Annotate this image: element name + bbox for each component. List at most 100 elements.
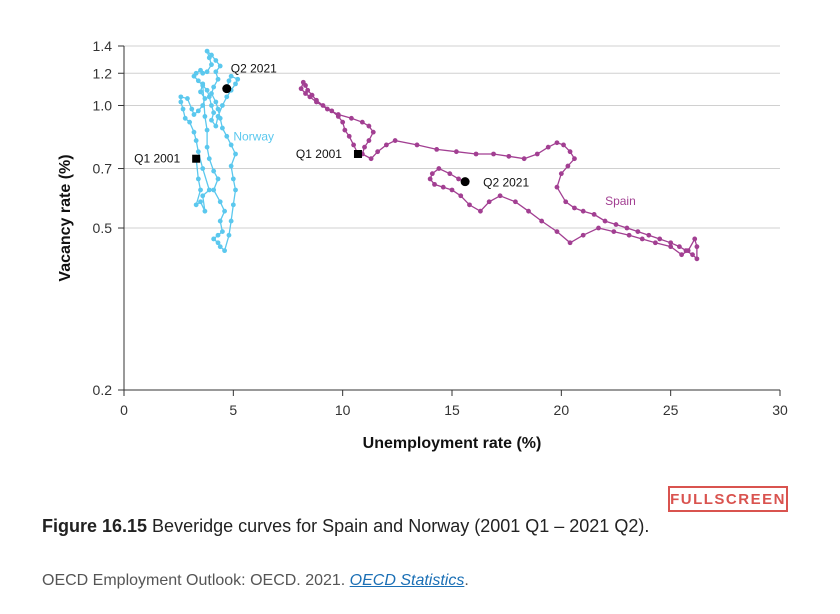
spain-data-point xyxy=(440,184,446,190)
spain-data-point xyxy=(692,236,698,242)
spain-data-point xyxy=(453,149,459,155)
spain-data-point xyxy=(545,144,551,150)
x-tick-label: 20 xyxy=(554,402,570,418)
x-tick-label: 25 xyxy=(663,402,679,418)
norway-data-point xyxy=(211,187,217,193)
norway-data-point xyxy=(198,89,203,95)
x-tick-label: 0 xyxy=(120,402,128,418)
norway-data-point xyxy=(217,199,223,205)
spain-data-point xyxy=(668,240,674,246)
norway-data-point xyxy=(206,94,212,100)
norway-data-point xyxy=(215,114,221,119)
figure-source: OECD Employment Outlook: OECD. 2021. OEC… xyxy=(42,572,469,590)
annotation-layer: Q1 2001 Q1 2001 Q2 2021 Q2 2021 Norway Spain xyxy=(134,62,636,208)
spain-data-point xyxy=(694,244,700,250)
spain-data-point xyxy=(375,149,381,155)
norway-data-point xyxy=(206,55,212,61)
norway-data-point xyxy=(204,87,210,93)
norway-data-point xyxy=(204,127,210,133)
norway-data-point xyxy=(233,151,238,157)
spain-data-point xyxy=(646,232,652,238)
spain-data-point xyxy=(349,115,354,121)
norway-data-point xyxy=(217,244,223,250)
norway-data-point xyxy=(206,156,212,162)
spain-data-point xyxy=(497,193,503,199)
norway-data-point xyxy=(191,129,197,135)
norway-data-point xyxy=(209,103,214,108)
norway-data-point xyxy=(235,76,241,82)
norway-data-point xyxy=(224,94,230,100)
spain-data-point xyxy=(580,232,586,238)
norway-data-point xyxy=(220,229,225,234)
spain-data-point xyxy=(491,151,496,157)
source-suffix: . xyxy=(464,572,469,589)
norway-data-point xyxy=(233,187,238,193)
norway-data-point xyxy=(220,125,225,131)
norway-data-point xyxy=(217,218,223,224)
figure-label: Figure 16.15 xyxy=(42,516,148,536)
spain-data-point xyxy=(624,225,630,231)
spain-data-point xyxy=(362,144,367,150)
norway-data-point xyxy=(209,62,214,68)
spain-data-point xyxy=(366,138,372,143)
norway-data-point xyxy=(202,96,208,101)
norway-data-point xyxy=(185,96,190,101)
spain-data-point xyxy=(694,256,700,262)
norway-data-point xyxy=(224,133,230,139)
norway-data-point xyxy=(233,81,238,87)
norway-data-point xyxy=(213,58,219,63)
norway-data-point xyxy=(209,117,214,123)
spain-data-point xyxy=(368,156,374,162)
spain-data-point xyxy=(613,222,619,227)
spain-data-point xyxy=(591,212,597,217)
spain-data-point xyxy=(473,151,479,157)
norway-data-point xyxy=(211,84,217,90)
oecd-statistics-link[interactable]: OECD Statistics xyxy=(349,572,465,589)
spain-data-point xyxy=(677,244,682,250)
norway-data-point xyxy=(204,69,210,75)
spain-data-point xyxy=(626,232,632,238)
spain-data-point xyxy=(300,79,306,85)
series-layer xyxy=(178,48,700,262)
spain-data-point xyxy=(685,248,691,254)
spain-data-point xyxy=(307,94,313,100)
norway-data-point xyxy=(228,73,234,79)
source-text: OECD Employment Outlook: OECD. 2021. xyxy=(42,572,350,589)
norway-data-point xyxy=(189,106,195,112)
spain-data-point xyxy=(486,199,492,205)
spain-data-point xyxy=(565,163,571,169)
norway-data-point xyxy=(215,232,221,238)
fullscreen-button[interactable]: FULLSCREEN xyxy=(668,486,788,512)
norway-data-point xyxy=(215,240,221,246)
spain-data-point xyxy=(366,123,372,129)
spain-data-point xyxy=(392,138,398,143)
spain-data-point xyxy=(521,156,527,162)
spain-data-point xyxy=(298,86,304,92)
norway-start-marker xyxy=(192,154,201,163)
y-tick-label: 1.0 xyxy=(93,97,113,113)
norway-data-point xyxy=(230,202,236,208)
norway-data-point xyxy=(215,106,221,112)
y-tick-label: 1.2 xyxy=(93,65,113,81)
norway-end-marker xyxy=(222,84,232,94)
spain-start-marker xyxy=(353,149,362,158)
spain-data-point xyxy=(370,129,376,135)
spain-data-point xyxy=(447,171,453,177)
norway-data-point xyxy=(222,248,227,254)
norway-data-point xyxy=(200,83,206,88)
y-tick-label: 0.2 xyxy=(93,382,113,398)
norway-data-point xyxy=(187,119,193,125)
norway-data-point xyxy=(226,78,232,84)
norway-data-point xyxy=(182,115,188,121)
norway-data-point xyxy=(204,48,210,54)
spain-data-point xyxy=(563,199,569,205)
spain-series-label: Spain xyxy=(605,194,636,208)
norway-data-point xyxy=(202,114,208,119)
spain-start-label: Q1 2001 xyxy=(296,147,342,161)
norway-series-label: Norway xyxy=(233,130,274,144)
spain-data-point xyxy=(690,252,695,258)
norway-data-point xyxy=(191,112,197,117)
spain-data-point xyxy=(359,119,365,125)
spain-data-point xyxy=(351,142,356,148)
norway-data-point xyxy=(226,232,232,238)
